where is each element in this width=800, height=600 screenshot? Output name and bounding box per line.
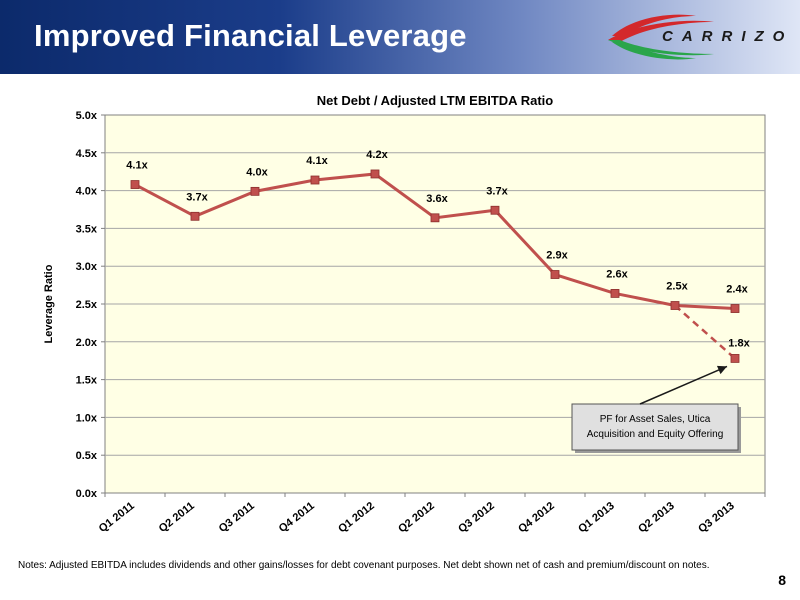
y-axis-label: Leverage Ratio bbox=[43, 264, 55, 343]
annotation-box bbox=[571, 403, 739, 451]
x-tick-label: Q2 2013 bbox=[636, 500, 677, 535]
logo-swoosh-icon bbox=[608, 14, 714, 60]
data-label: 2.9x bbox=[546, 250, 568, 262]
data-point bbox=[730, 304, 740, 313]
y-tick-label: 1.5x bbox=[76, 375, 98, 387]
data-label: 2.5x bbox=[666, 281, 688, 293]
pro-forma-data-label: 1.8x bbox=[728, 337, 750, 349]
y-tick-label: 2.5x bbox=[76, 299, 98, 311]
annotation-text: Acquisition and Equity Offering bbox=[587, 429, 724, 440]
x-tick-label: Q1 2012 bbox=[336, 500, 377, 535]
x-tick-label: Q4 2012 bbox=[516, 500, 557, 535]
x-tick-label: Q2 2012 bbox=[396, 500, 437, 535]
page-title: Improved Financial Leverage bbox=[34, 18, 467, 53]
data-point bbox=[610, 289, 620, 298]
x-tick-label: Q3 2011 bbox=[217, 500, 257, 535]
y-tick-label: 3.0x bbox=[76, 261, 98, 273]
data-point bbox=[250, 186, 260, 196]
pro-forma-dashed-line bbox=[674, 304, 736, 360]
data-point bbox=[550, 270, 560, 279]
footnote: Notes: Adjusted EBITDA includes dividend… bbox=[18, 560, 710, 571]
data-point bbox=[310, 175, 320, 185]
leverage-line-chart: 0.0x 0.5x 1.0x 1.5x 2.0x 2.5x 3.0x 3.5x 4.0x 4.5x… bbox=[43, 93, 766, 535]
data-label: 3.7x bbox=[186, 191, 208, 203]
x-tick-label: Q3 2012 bbox=[456, 500, 497, 535]
y-tick-label: 4.0x bbox=[76, 186, 98, 198]
data-point bbox=[190, 211, 200, 221]
y-tick-label: 4.5x bbox=[76, 148, 98, 160]
pro-forma-data-point bbox=[730, 354, 740, 363]
data-point bbox=[370, 169, 380, 179]
data-label: 3.6x bbox=[426, 193, 448, 205]
data-point bbox=[670, 301, 680, 310]
y-tick-label: 0.5x bbox=[76, 450, 98, 462]
chart-title: Net Debt / Adjusted LTM EBITDA Ratio bbox=[317, 93, 553, 108]
data-label: 3.7x bbox=[486, 185, 508, 197]
annotation-arrow-line bbox=[639, 365, 728, 405]
data-point bbox=[130, 180, 140, 189]
logo-text: CARRIZO bbox=[662, 28, 794, 45]
annotation-text: PF for Asset Sales, Utica bbox=[600, 414, 711, 425]
x-tick-label: Q3 2013 bbox=[696, 500, 737, 535]
y-tick-label: 5.0x bbox=[76, 110, 98, 122]
y-tick-label: 3.5x bbox=[76, 223, 98, 235]
x-tick-label: Q2 2011 bbox=[157, 500, 197, 535]
annotation-arrow-head bbox=[716, 365, 727, 375]
y-tick-label: 1.0x bbox=[76, 412, 98, 424]
x-tick-label: Q1 2011 bbox=[97, 500, 137, 535]
data-point bbox=[490, 205, 500, 215]
y-tick-label: 2.0x bbox=[76, 337, 98, 349]
data-point bbox=[430, 213, 440, 223]
data-label: 4.0x bbox=[246, 166, 268, 178]
data-label: 4.2x bbox=[366, 149, 388, 161]
x-tick-label: Q1 2013 bbox=[576, 500, 617, 535]
y-tick-label: 0.0x bbox=[76, 488, 98, 500]
data-label: 4.1x bbox=[126, 160, 148, 172]
carrizo-logo: CARRIZO bbox=[604, 6, 796, 68]
x-tick-label: Q4 2011 bbox=[277, 500, 317, 535]
data-label: 2.6x bbox=[606, 268, 628, 280]
header-banner: Improved Financial Leverage CARRIZO bbox=[0, 0, 800, 74]
page-number: 8 bbox=[778, 572, 786, 588]
data-label: 2.4x bbox=[726, 284, 748, 296]
data-label: 4.1x bbox=[306, 155, 328, 167]
